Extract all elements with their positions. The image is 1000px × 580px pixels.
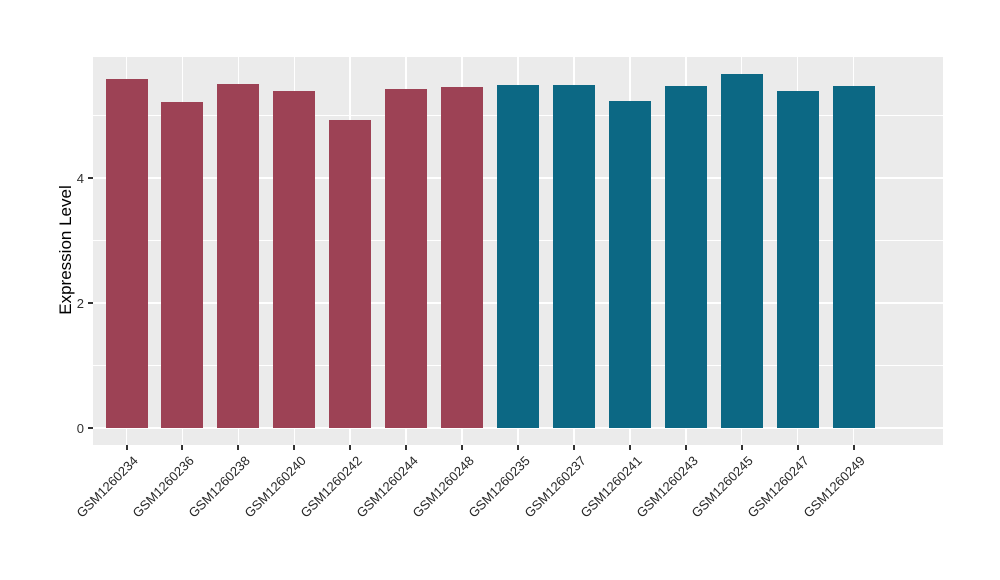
bar-GSM1260242 [329, 119, 372, 428]
y-axis-title: Expression Level [56, 185, 75, 315]
plot-panel [93, 57, 943, 445]
bar-GSM1260245 [720, 74, 763, 428]
y-tick-mark-4 [88, 177, 93, 179]
bar-GSM1260235 [497, 84, 539, 428]
x-tick-mark-GSM1260243 [684, 445, 687, 450]
y-tick-label-0: 0 [76, 420, 84, 436]
bar-GSM1260248 [441, 86, 484, 428]
x-tick-mark-GSM1260234 [125, 445, 128, 450]
bar-GSM1260240 [273, 91, 316, 428]
bar-GSM1260249 [832, 85, 875, 428]
y-tick-mark-2 [88, 302, 93, 304]
x-tick-mark-GSM1260248 [461, 445, 464, 450]
bar-GSM1260236 [161, 101, 204, 428]
y-tick-label-4: 4 [76, 170, 84, 186]
x-tick-mark-GSM1260236 [181, 445, 184, 450]
x-tick-mark-GSM1260245 [740, 445, 743, 450]
x-tick-mark-GSM1260247 [796, 445, 799, 450]
bar-GSM1260244 [385, 89, 428, 428]
y-tick-mark-0 [88, 427, 93, 429]
x-tick-mark-GSM1260237 [572, 445, 575, 450]
x-tick-mark-GSM1260242 [349, 445, 352, 450]
x-tick-mark-GSM1260235 [517, 445, 519, 450]
x-tick-mark-GSM1260238 [237, 445, 240, 450]
bar-GSM1260238 [217, 84, 260, 428]
x-tick-mark-GSM1260249 [852, 445, 855, 450]
bar-GSM1260241 [608, 101, 651, 428]
bar-GSM1260237 [552, 84, 595, 428]
x-tick-mark-GSM1260244 [405, 445, 408, 450]
x-tick-mark-GSM1260241 [628, 445, 631, 450]
y-tick-label-2: 2 [76, 295, 84, 311]
bar-GSM1260247 [776, 91, 819, 428]
bar-GSM1260234 [105, 79, 148, 428]
bar-GSM1260243 [664, 86, 707, 428]
x-tick-mark-GSM1260240 [293, 445, 296, 450]
